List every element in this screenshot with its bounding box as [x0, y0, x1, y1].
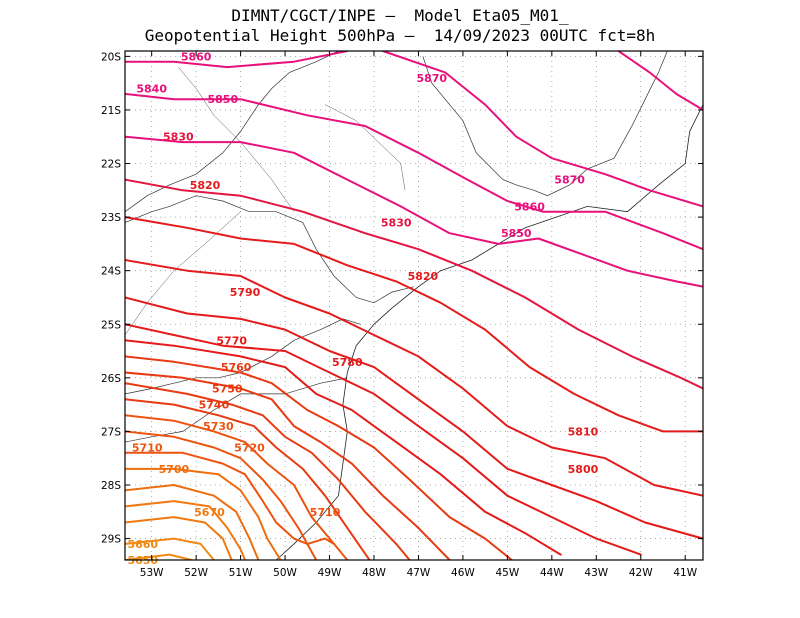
contour-line-5860 — [125, 92, 703, 251]
x-tick-label: 51W — [229, 567, 253, 579]
contour-line-5740 — [125, 398, 371, 560]
contour-line-5700 — [125, 467, 282, 560]
contour-line-5870 — [125, 51, 349, 69]
contour-line-5780 — [125, 339, 562, 556]
contour-label-5820: 5820 — [190, 179, 221, 192]
contour-label-5840: 5840 — [136, 83, 167, 96]
x-tick-label: 52W — [184, 567, 208, 579]
contour-label-5710: 5710 — [310, 506, 341, 519]
contour-lines — [125, 51, 703, 560]
river — [178, 66, 295, 212]
contour-label-5770: 5770 — [216, 334, 247, 347]
y-tick-label: 22S — [101, 159, 121, 171]
contour-line-5870 — [381, 51, 703, 208]
contour-line-5800 — [125, 296, 703, 540]
contour-line-5670 — [125, 516, 233, 560]
contour-line-5660 — [125, 537, 215, 560]
y-tick-label: 24S — [101, 266, 121, 278]
contour-line-5820 — [125, 216, 703, 433]
contour-label-5660: 5660 — [127, 538, 158, 551]
contour-label-5820: 5820 — [408, 270, 439, 283]
contour-label-5750: 5750 — [212, 383, 243, 396]
map-frame — [124, 50, 704, 561]
contour-label-5830: 5830 — [381, 216, 412, 229]
contour-label-5760: 5760 — [221, 361, 252, 374]
contour-label-5810: 5810 — [568, 425, 599, 438]
river — [324, 104, 406, 191]
contour-label-5860: 5860 — [514, 200, 545, 213]
contour-label-5870: 5870 — [416, 72, 447, 85]
y-tick-label: 28S — [101, 480, 121, 492]
contour-label-5860: 5860 — [181, 50, 212, 63]
contour-line-5870 — [617, 51, 703, 111]
contour-label-5700: 5700 — [159, 463, 190, 476]
contour-label-5730: 5730 — [203, 420, 234, 433]
x-tick-label: 47W — [407, 567, 431, 579]
x-tick-label: 45W — [495, 567, 519, 579]
contour-line-5730 — [125, 414, 349, 560]
y-tick-label: 25S — [101, 319, 121, 331]
x-tick-label: 42W — [629, 567, 653, 579]
contour-line-5710 — [125, 451, 335, 545]
x-tick-label: 43W — [584, 567, 608, 579]
contour-label-5850: 5850 — [208, 93, 239, 106]
contour-label-5670: 5670 — [194, 506, 225, 519]
x-tick-label: 44W — [540, 567, 564, 579]
contour-line-5720 — [125, 430, 318, 560]
x-tick-label: 46W — [451, 567, 475, 579]
contour-line-5760 — [125, 371, 451, 560]
x-tick-label: 50W — [273, 567, 297, 579]
contour-labels: 5860 5870 5840 5850 5830 5870 5820 5860 5830 5850… — [127, 50, 598, 567]
contour-line-5690 — [125, 484, 260, 560]
contour-label-5830: 5830 — [163, 131, 194, 144]
state-border — [422, 50, 668, 197]
coastline — [275, 104, 704, 561]
contour-label-5720: 5720 — [234, 441, 265, 454]
contour-line-5810 — [125, 259, 703, 497]
contour-label-5780: 5780 — [332, 356, 363, 369]
contour-label-5790: 5790 — [230, 286, 261, 299]
y-tick-label: 29S — [101, 534, 121, 546]
contour-line-5850 — [125, 135, 703, 288]
contour-label-5800: 5800 — [568, 463, 599, 476]
y-tick-label: 26S — [101, 373, 121, 385]
contour-line-5650 — [125, 553, 193, 560]
y-tick-label: 20S — [101, 51, 121, 63]
contour-line-5790 — [125, 323, 642, 556]
contour-label-5740: 5740 — [199, 399, 230, 412]
x-tick-label: 49W — [318, 567, 342, 579]
x-tick-label: 48W — [362, 567, 386, 579]
contour-label-5870: 5870 — [554, 174, 585, 187]
y-tick-label: 27S — [101, 426, 121, 438]
y-tick-label: 21S — [101, 105, 121, 117]
y-axis-ticks: 20S 21S 22S 23S 24S 25S 26S 27S 28S 29S — [101, 51, 703, 546]
x-axis-ticks: 53W 52W 51W 50W 49W 48W 47W 46W 45W 44W 43W 42W 41W — [140, 51, 698, 579]
map-title-line2: Geopotential Height 500hPa – 14/09/2023 … — [144, 26, 656, 45]
contour-line-5750 — [125, 382, 411, 560]
state-border — [124, 50, 339, 212]
state-border — [124, 195, 415, 304]
contour-line-5770 — [125, 355, 513, 560]
map-title-line1: DIMNT/CGCT/INPE – Model Eta05_M01_ — [231, 6, 569, 25]
x-tick-label: 53W — [140, 567, 164, 579]
contour-line-5680 — [125, 500, 246, 560]
x-tick-label: 41W — [673, 567, 697, 579]
contour-label-5710: 5710 — [132, 441, 163, 454]
contour-line-5830 — [125, 178, 703, 390]
contour-label-5850: 5850 — [501, 227, 532, 240]
y-tick-label: 23S — [101, 212, 121, 224]
